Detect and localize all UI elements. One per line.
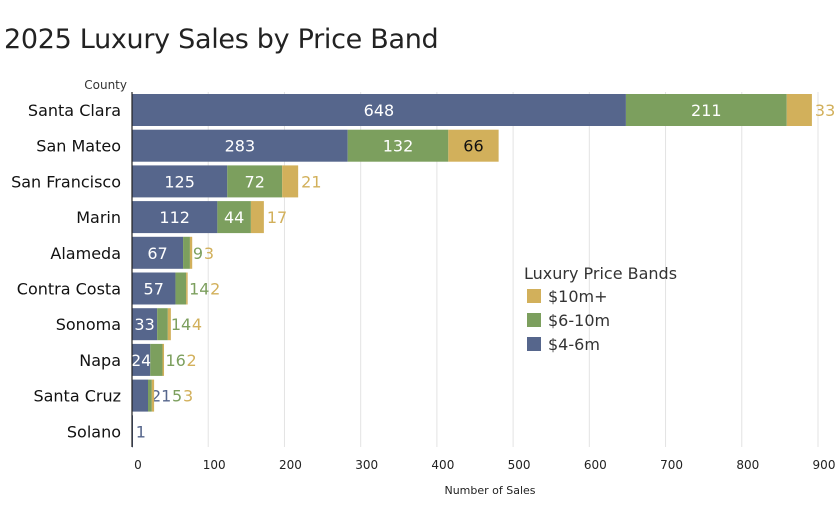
bar-value-label: 33 bbox=[134, 315, 154, 334]
y-category-label: Solano bbox=[67, 422, 121, 441]
bar-segment bbox=[162, 343, 165, 376]
y-category-label: San Mateo bbox=[36, 137, 121, 156]
bar-segment bbox=[217, 201, 251, 234]
bar-segment bbox=[167, 308, 171, 341]
bar-segment bbox=[347, 129, 449, 162]
bar-segment bbox=[132, 201, 218, 234]
bar-value-label: 14 bbox=[189, 280, 209, 299]
y-category-label: Sonoma bbox=[56, 315, 121, 334]
bar-value-label: 132 bbox=[383, 137, 414, 156]
bar-segment bbox=[183, 236, 190, 269]
x-axis-title: Number of Sales bbox=[444, 484, 535, 497]
bar-value-label: 21 bbox=[301, 172, 321, 191]
bar-segment bbox=[186, 272, 188, 305]
x-tick-label: 200 bbox=[279, 458, 302, 472]
bar-segment bbox=[227, 165, 283, 198]
bar-value-label: 24 bbox=[131, 351, 151, 370]
bar-segment bbox=[150, 343, 163, 376]
x-tick-label: 800 bbox=[736, 458, 759, 472]
bar-segment bbox=[250, 201, 264, 234]
bar-value-label: 17 bbox=[267, 208, 287, 227]
legend-swatch bbox=[527, 313, 541, 327]
y-category-label: Santa Cruz bbox=[33, 387, 121, 406]
bar-value-label: 44 bbox=[224, 208, 244, 227]
bar-segment bbox=[132, 343, 151, 376]
bar-value-label: 66 bbox=[463, 137, 483, 156]
bar-value-label: 4 bbox=[192, 315, 202, 334]
bar-segment bbox=[132, 94, 626, 126]
legend-title: Luxury Price Bands bbox=[524, 264, 677, 283]
bar-value-label: 3 bbox=[204, 244, 214, 263]
bar-segment bbox=[132, 272, 176, 305]
bar-segment bbox=[132, 308, 158, 341]
bar-value-label: 2 bbox=[186, 351, 196, 370]
bar-value-label: 3 bbox=[183, 387, 193, 406]
legend: Luxury Price Bands $10m+ $6-10m $4-6m bbox=[524, 264, 677, 354]
x-tick-label: 700 bbox=[660, 458, 683, 472]
y-axis-title: County bbox=[84, 78, 127, 92]
x-tick-label: 0 bbox=[134, 458, 142, 472]
x-tick-label: 600 bbox=[584, 458, 607, 472]
bar-value-label: 33 bbox=[815, 101, 835, 120]
bar-value-label: 5 bbox=[172, 387, 182, 406]
x-tick-label: 900 bbox=[813, 458, 836, 472]
bar-value-label: 72 bbox=[245, 172, 265, 191]
bar-segment bbox=[625, 94, 787, 126]
bar-segment bbox=[175, 272, 187, 305]
bar-segment bbox=[157, 308, 168, 341]
bar-segment bbox=[132, 236, 184, 269]
y-category-label: Marin bbox=[76, 208, 121, 227]
chart-title: 2025 Luxury Sales by Price Band bbox=[4, 24, 439, 55]
y-category-label: Contra Costa bbox=[17, 280, 121, 299]
bar-segment bbox=[786, 94, 812, 126]
bar-segment bbox=[148, 379, 152, 412]
legend-item-label: $4-6m bbox=[548, 335, 600, 354]
bar-value-label: 211 bbox=[691, 101, 722, 120]
legend-item-label: $10m+ bbox=[548, 287, 608, 306]
y-category-label: Santa Clara bbox=[28, 101, 121, 120]
x-tick-label: 500 bbox=[508, 458, 531, 472]
bar-segment bbox=[282, 165, 299, 198]
bar-value-label: 16 bbox=[165, 351, 185, 370]
legend-item-label: $6-10m bbox=[548, 311, 610, 330]
bar-value-label: 67 bbox=[147, 244, 167, 263]
legend-swatch bbox=[527, 289, 541, 303]
bar-value-label: 9 bbox=[193, 244, 203, 263]
x-tick-label: 400 bbox=[431, 458, 454, 472]
legend-swatch bbox=[527, 337, 541, 351]
bar-value-label: 2 bbox=[210, 280, 220, 299]
y-category-label: Napa bbox=[79, 351, 121, 370]
x-tick-label: 300 bbox=[355, 458, 378, 472]
bar-segment bbox=[132, 129, 348, 162]
x-tick-label: 100 bbox=[203, 458, 226, 472]
y-axis-labels: Santa Clara San Mateo San Francisco Marin Al… bbox=[11, 101, 121, 441]
bar-segment bbox=[448, 129, 499, 162]
bar-segment bbox=[189, 236, 193, 269]
bar-value-label: 14 bbox=[171, 315, 191, 334]
bar-segment bbox=[151, 379, 155, 412]
bar-value-label: 283 bbox=[225, 137, 256, 156]
bar-segment bbox=[132, 165, 228, 198]
x-axis-ticks: 0 100 200 300 400 500 600 700 800 900 bbox=[134, 458, 835, 472]
bar-value-label: 648 bbox=[364, 101, 395, 120]
y-category-label: Alameda bbox=[50, 244, 121, 263]
bar-value-label: 125 bbox=[164, 172, 195, 191]
bar-value-label: 21 bbox=[151, 387, 171, 406]
bar-segment bbox=[132, 379, 149, 412]
bar-value-label: 57 bbox=[144, 280, 164, 299]
bar-value-label: 1 bbox=[136, 422, 146, 441]
bar-value-label: 112 bbox=[159, 208, 190, 227]
y-category-label: San Francisco bbox=[11, 172, 121, 191]
